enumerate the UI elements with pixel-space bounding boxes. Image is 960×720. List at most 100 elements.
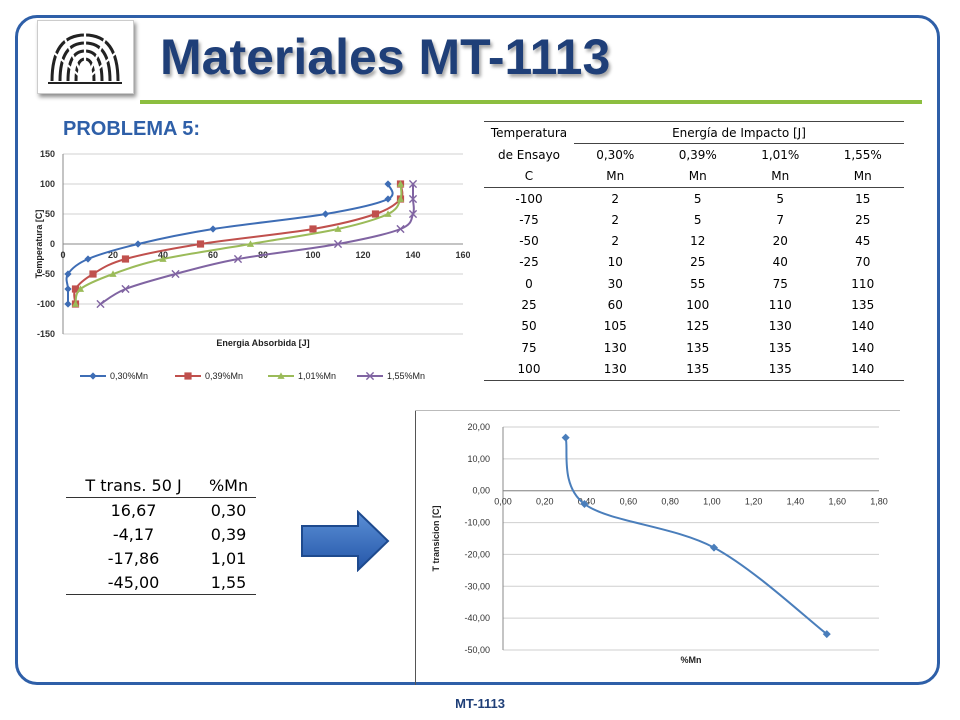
table-cell: 130 (574, 358, 657, 381)
table-cell: 130 (768, 319, 792, 334)
data-point (89, 270, 97, 278)
data-point (709, 543, 718, 552)
data-point (71, 285, 80, 293)
table-cell: 0,30 (210, 500, 247, 520)
y-tick-label: 50 (45, 209, 55, 219)
table-cell: 1,55 (201, 570, 256, 595)
table-cell: -50 (519, 234, 539, 249)
table-row: 100 130 135 135 140 (484, 358, 904, 381)
data-point (396, 180, 405, 187)
data-point (408, 194, 418, 204)
x-tick-label: 0 (60, 250, 65, 260)
table-row: -75 2 5 7 25 (484, 209, 904, 230)
data-point (371, 210, 380, 218)
x-tick-label: 160 (455, 250, 470, 260)
table-cell: 55 (690, 276, 706, 291)
data-point (109, 270, 117, 277)
y-tick-label: 0 (50, 239, 55, 249)
data-point (64, 270, 72, 278)
data-point (561, 433, 570, 442)
table-header-cell: Mn (574, 165, 657, 188)
data-point (76, 285, 85, 292)
y-tick-label: 20,00 (467, 422, 490, 432)
data-point (396, 195, 405, 202)
data-point (580, 499, 589, 508)
y-tick-label: -10,00 (464, 518, 490, 528)
series-group (64, 180, 394, 308)
table-cell: 50 (521, 319, 537, 334)
data-point (408, 179, 418, 189)
x-tick-label: 0,00 (494, 497, 512, 507)
table-cell: 70 (855, 255, 871, 270)
table-header-cell: C (484, 165, 574, 188)
table-row: -45,00 1,55 (66, 570, 256, 595)
transition-temperature-chart: 20,00 10,00 0,00 -10,00 -20,00 -30,00 -40,00 -5… (415, 410, 900, 685)
x-tick-label: 1,20 (745, 497, 763, 507)
data-point (277, 372, 285, 379)
series-group (71, 180, 405, 307)
y-tick-label: -50 (42, 269, 55, 279)
table-row: -25 10 25 40 70 (484, 252, 904, 273)
table-row: 75 130 135 135 140 (484, 337, 904, 358)
table-cell: 15 (855, 191, 871, 206)
table-cell: 100 (686, 298, 710, 313)
table-cell: 10 (607, 255, 623, 270)
x-tick-label: 140 (405, 250, 420, 260)
table-cell: 0 (525, 276, 533, 291)
table-cell: 140 (821, 358, 904, 381)
data-point (121, 284, 130, 294)
table-header-cell: T trans. 50 J (66, 473, 202, 498)
data-point (233, 254, 243, 264)
university-logo-icon (37, 20, 134, 94)
table-cell: 100 (484, 358, 574, 381)
table-cell: 20 (772, 234, 788, 249)
table-cell: -4,17 (112, 524, 155, 544)
data-point (121, 255, 130, 263)
x-tick-label: 40 (158, 250, 168, 260)
table-cell: 1,01 (210, 548, 247, 568)
table-cell: 135 (768, 340, 792, 355)
right-arrow-icon (300, 509, 390, 577)
legend-label: 0,30%Mn (110, 371, 148, 381)
table-cell: 105 (603, 319, 627, 334)
x-tick-label: 60 (208, 250, 218, 260)
y-tick-label: 10,00 (467, 454, 490, 464)
title-underline (140, 100, 922, 104)
y-tick-label: 150 (40, 149, 55, 159)
table-cell: 5 (693, 191, 702, 206)
data-point (209, 225, 217, 233)
table-header-cell: de Ensayo (497, 147, 561, 162)
table-cell: 2 (611, 234, 620, 249)
x-tick-label: 100 (305, 250, 320, 260)
table-cell: 135 (739, 358, 822, 381)
legend-item: 1,55%Mn (357, 371, 425, 381)
data-point (408, 209, 418, 219)
table-cell: 25 (521, 298, 537, 313)
legend-label: 1,01%Mn (298, 371, 336, 381)
table-cell: 140 (851, 319, 875, 334)
x-tick-label: 0,40 (578, 497, 596, 507)
table-cell: 140 (851, 340, 875, 355)
table-header-cell: 0,30% (596, 147, 635, 162)
table-header-cell: Energía de Impacto [J] (574, 120, 904, 145)
data-point (365, 371, 375, 381)
y-tick-label: -100 (37, 299, 55, 309)
table-cell: 25 (855, 212, 871, 227)
table-header-cell: Mn (821, 165, 904, 188)
table-header-cell: 1,55% (843, 147, 882, 162)
table-header-row: C Mn Mn Mn Mn (484, 165, 904, 188)
data-point (196, 240, 205, 248)
legend-label: 0,39%Mn (205, 371, 243, 381)
table-cell: 110 (768, 298, 792, 313)
table-header-cell: Temperatura (484, 120, 574, 144)
table-header-row: T trans. 50 J %Mn (66, 473, 256, 498)
table-cell: 40 (772, 255, 788, 270)
table-row: -17,86 1,01 (66, 546, 256, 570)
y-axis-title: T transicion [C] (431, 505, 441, 571)
table-row: 50 105 125 130 140 (484, 316, 904, 337)
y-axis-title: Temperatura [C] (34, 210, 44, 279)
data-point (184, 372, 192, 380)
data-point (89, 372, 97, 380)
data-point (64, 300, 72, 308)
table-cell: 0,39 (210, 524, 247, 544)
